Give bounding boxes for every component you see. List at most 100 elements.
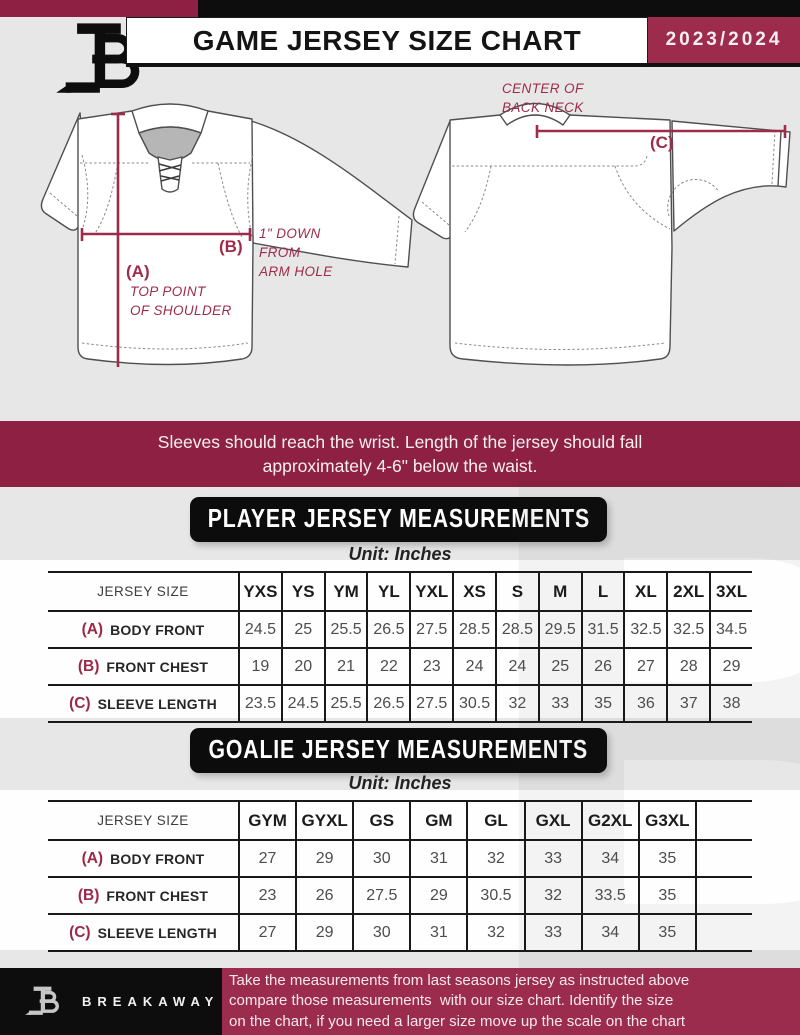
banner-line-1: Sleeves should reach the wrist. Length o… [157,431,643,452]
row-name: BODY FRONT [110,621,205,638]
value-cell: 29 [409,878,466,913]
row-name: FRONT CHEST [106,658,209,675]
footer-note-line-3: on the chart, if you need a larger size … [229,1012,686,1030]
footer-logo-icon [25,986,59,1015]
value-cell: 33 [523,915,581,950]
value-cell: 32 [466,915,523,950]
section-title-player: PLAYER JERSEY MEASUREMENTS [207,504,590,534]
row-label: (B) FRONT CHEST [48,649,238,684]
value-cell: 32.5 [623,612,666,647]
season-badge: 2023/2024 [648,17,800,67]
back-right-sleeve [671,120,791,232]
row-name: SLEEVE LENGTH [97,924,217,941]
table-row: (B) FRONT CHEST 19 20 21 22 23 24 24 25 26 27 28 29 [48,649,752,686]
size-column-header: GM [409,802,466,839]
value-cell: 26.5 [366,612,409,647]
value-cell: 31.5 [580,612,624,647]
value-cell: 23 [409,649,452,684]
value-cell: 35 [637,878,695,913]
value-cell: 30.5 [452,686,495,721]
back-body [449,114,673,366]
measurement-label-a: (A) [126,262,150,281]
size-column-header: GYM [238,802,295,839]
value-cell: 29 [295,841,352,876]
value-cell: 25.5 [323,686,367,721]
value-cell: 21 [323,649,367,684]
size-column-header: G2XL [580,802,638,839]
unit-label-goalie: Unit: Inches [348,773,452,793]
top-strip-black [198,0,800,17]
table-row: (C) SLEEVE LENGTH 23.5 24.5 25.5 26.5 27.5 30.5… [48,686,752,723]
footer-brand-name: BREAKAWAY [82,994,220,1009]
value-cell: 30 [352,841,409,876]
banner-line-2: approximately 4-6" below the waist. [262,455,538,476]
row-label: (B) FRONT CHEST [48,878,238,913]
row-key: (C) [69,694,91,712]
row-name: SLEEVE LENGTH [97,695,217,712]
value-cell: 28.5 [494,612,538,647]
value-cell: 38 [709,686,752,721]
value-cell: 33.5 [580,878,638,913]
goalie-size-table: JERSEY SIZE GYM GYXL GS GM GL GXL G2XL G3XL (A) BO… [48,800,752,952]
value-cell: 25 [537,649,581,684]
value-cell: 32.5 [666,612,709,647]
value-cell: 36 [623,686,666,721]
size-column-header: M [537,573,581,610]
value-cell: 29 [709,649,752,684]
value-cell: 27.5 [409,612,452,647]
value-cell: 33 [537,686,581,721]
value-cell [694,841,752,876]
row-key: (B) [77,657,100,675]
value-cell: 35 [637,841,695,876]
value-cell: 28.5 [452,612,495,647]
row-label: (C) SLEEVE LENGTH [48,915,238,950]
value-cell: 37 [666,686,709,721]
row-label: (A) BODY FRONT [48,841,238,876]
row-name: BODY FRONT [110,850,205,867]
value-cell: 33 [523,841,581,876]
footer-note-line-1: Take the measurements from last seasons … [229,971,690,989]
row-label: (C) SLEEVE LENGTH [48,686,238,721]
measurement-label-b: (B) [219,237,243,256]
section-title-goalie: GOALIE JERSEY MEASUREMENTS [208,735,589,765]
value-cell: 26 [295,878,352,913]
value-cell: 25.5 [323,612,367,647]
value-cell [694,878,752,913]
value-cell: 31 [409,915,466,950]
size-column-header: S [494,573,538,610]
unit-label-player: Unit: Inches [348,544,452,564]
table-corner-label: JERSEY SIZE [97,584,189,599]
front-right-sleeve [250,120,413,268]
value-cell: 26.5 [366,686,409,721]
size-column-header: 3XL [709,573,752,610]
value-cell: 28 [666,649,709,684]
value-cell: 24.5 [238,612,281,647]
value-cell: 27.5 [409,686,452,721]
title-box: GAME JERSEY SIZE CHART [126,17,648,67]
footer-note-line-2: compare those measurements with our size… [229,992,674,1010]
value-cell: 34 [580,841,638,876]
season-label: 2023/2024 [665,29,783,50]
value-cell: 29 [295,915,352,950]
size-column-header: YS [280,573,324,610]
row-key: (A) [81,849,104,867]
footer-note-block: Take the measurements from last seasons … [222,968,800,1035]
row-key: (B) [77,886,100,904]
value-cell: 23.5 [238,686,281,721]
value-cell: 22 [366,649,409,684]
footer: BREAKAWAY Take the measurements from las… [0,968,800,1035]
value-cell: 35 [580,686,624,721]
value-cell: 29.5 [537,612,581,647]
value-cell: 19 [238,649,281,684]
value-cell: 27 [238,841,295,876]
front-jersey-diagram [40,103,413,367]
player-size-table: JERSEY SIZE YXS YS YM YL YXL XS S M L XL 2XL 3XL (A) B… [48,571,752,723]
measurement-note-b: 1" DOWN FROM ARM HOLE [259,226,333,280]
size-column-header: GL [466,802,523,839]
value-cell: 34.5 [709,612,752,647]
size-column-header: G3XL [637,802,695,839]
footer-brand-block: BREAKAWAY [0,968,222,1035]
size-column-header: GS [352,802,409,839]
value-cell: 32 [523,878,581,913]
